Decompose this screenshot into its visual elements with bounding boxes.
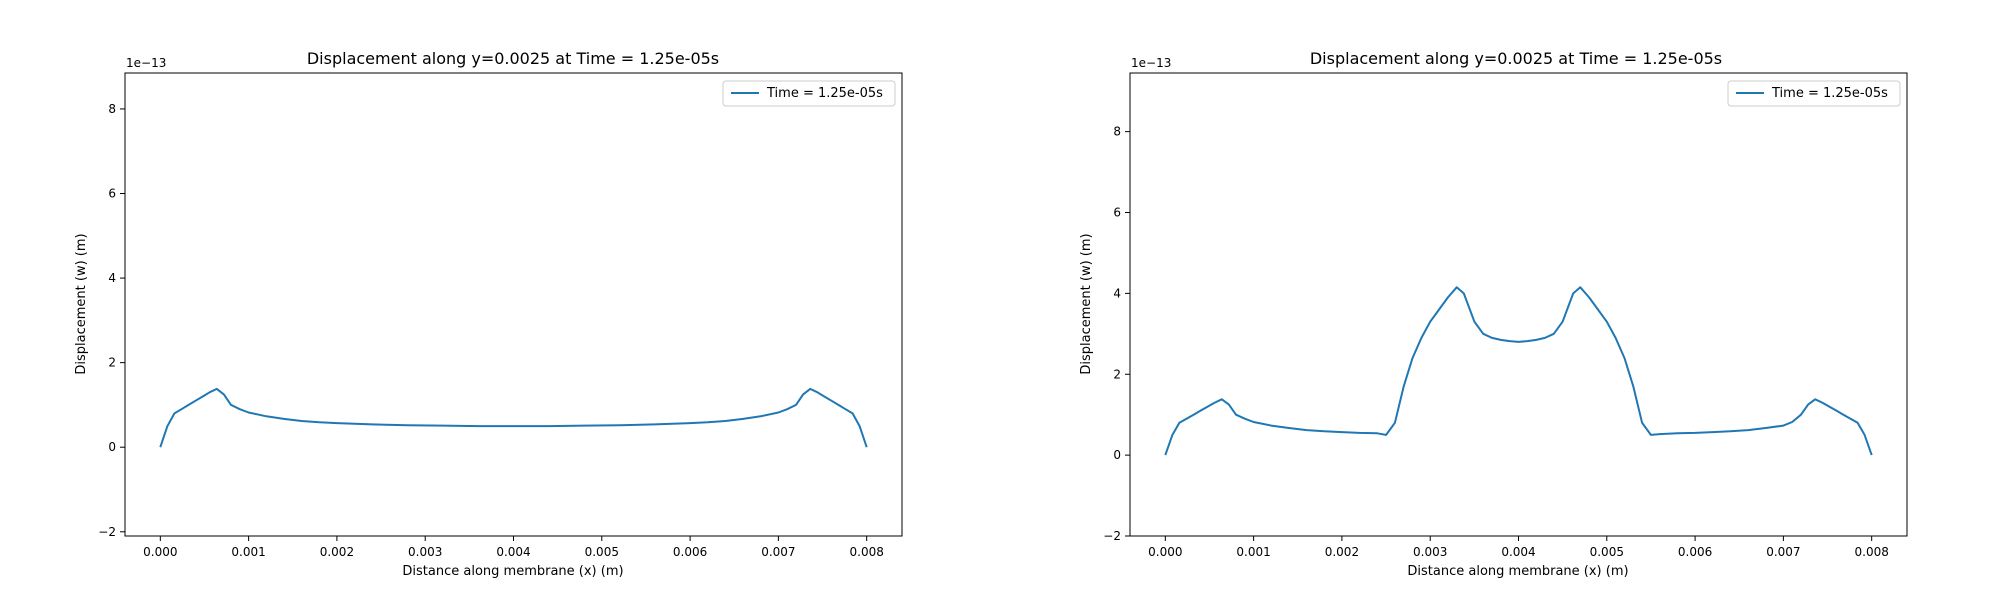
y-offset-label: 1e−13 — [1131, 56, 1171, 70]
y-tick-label: 2 — [1113, 367, 1121, 381]
x-tick-label: 0.003 — [408, 545, 442, 559]
x-tick-label: 0.007 — [761, 545, 795, 559]
x-tick-label: 0.006 — [673, 545, 707, 559]
legend-box — [1727, 80, 1901, 107]
y-offset-label: 1e−13 — [126, 56, 166, 70]
x-tick-label: 0.007 — [1766, 545, 1800, 559]
y-tick-label: 4 — [1113, 286, 1121, 300]
x-axis-label: Distance along membrane (x) (m) — [1407, 564, 1628, 579]
x-tick-label: 0.001 — [231, 545, 265, 559]
chart-title: Displacement along y=0.0025 at Time = 1.… — [1310, 49, 1722, 68]
tick-layer: 0.000 0.001 0.002 0.003 0.004 0.005 0.006 0.007… — [98, 102, 884, 559]
x-tick-label: 0.001 — [1236, 545, 1270, 559]
x-axis-label: Distance along membrane (x) (m) — [402, 564, 623, 579]
plot-area: 0.000 0.001 0.002 0.003 0.004 0.005 0.006 0.007… — [1103, 72, 1908, 559]
y-tick-label: 4 — [108, 271, 116, 285]
plot-area: 0.000 0.001 0.002 0.003 0.004 0.005 0.006 0.007… — [98, 72, 903, 559]
y-tick-label: 0 — [108, 440, 116, 454]
x-tick-label: 0.005 — [585, 545, 619, 559]
x-tick-label: 0.008 — [850, 545, 884, 559]
y-axis-label: Displacement (w) (m) — [74, 233, 89, 374]
series-line — [1164, 286, 1873, 456]
data-layer — [1164, 286, 1873, 456]
x-tick-label: 0.002 — [320, 545, 354, 559]
legend-label: Time = 1.25e-05s — [1771, 86, 1888, 101]
x-tick-label: 0.004 — [1501, 545, 1535, 559]
axes-frame — [1129, 72, 1908, 537]
x-tick-label: 0.008 — [1855, 545, 1889, 559]
chart-title: Displacement along y=0.0025 at Time = 1.… — [307, 49, 719, 68]
y-tick-label: −2 — [1103, 529, 1121, 543]
y-tick-label: 6 — [108, 187, 116, 201]
series-line — [159, 387, 868, 448]
y-tick-label: 8 — [108, 102, 116, 116]
data-layer — [159, 387, 868, 448]
x-tick-label: 0.004 — [496, 545, 530, 559]
chart-right: Displacement along y=0.0025 at Time = 1.… — [1079, 49, 1908, 579]
y-axis-label: Displacement (w) (m) — [1079, 233, 1094, 374]
x-tick-label: 0.000 — [1148, 545, 1182, 559]
x-tick-label: 0.002 — [1325, 545, 1359, 559]
tick-layer: 0.000 0.001 0.002 0.003 0.004 0.005 0.006 0.007… — [1103, 125, 1889, 559]
legend-box — [722, 80, 896, 107]
axes-frame — [124, 72, 903, 537]
legend: Time = 1.25e-05s — [722, 80, 896, 107]
x-tick-label: 0.005 — [1590, 545, 1624, 559]
y-tick-label: 2 — [108, 356, 116, 370]
y-tick-label: 6 — [1113, 206, 1121, 220]
legend-label: Time = 1.25e-05s — [766, 86, 883, 101]
y-tick-label: −2 — [98, 525, 116, 539]
y-tick-label: 0 — [1113, 448, 1121, 462]
x-tick-label: 0.003 — [1413, 545, 1447, 559]
y-tick-label: 8 — [1113, 125, 1121, 139]
x-tick-label: 0.000 — [143, 545, 177, 559]
legend: Time = 1.25e-05s — [1727, 80, 1901, 107]
chart-left: Displacement along y=0.0025 at Time = 1.… — [74, 49, 903, 579]
x-tick-label: 0.006 — [1678, 545, 1712, 559]
